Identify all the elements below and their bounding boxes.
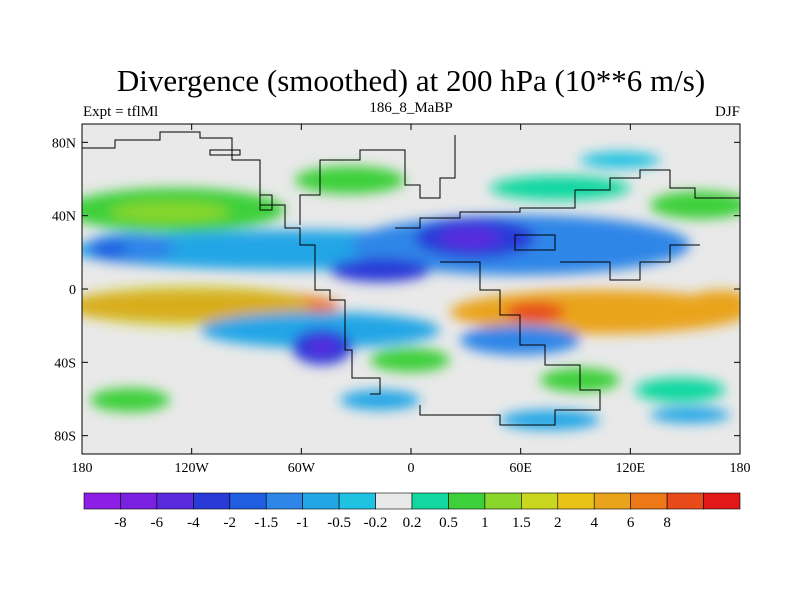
colorbar-label: 8	[663, 515, 671, 531]
colorbar-label: 4	[590, 515, 598, 531]
colorbar-label: -0.5	[327, 515, 351, 531]
colorbar-label: 2	[554, 515, 562, 531]
colorbar-swatch	[265, 492, 303, 510]
colorbar-swatch	[411, 492, 449, 510]
colorbar-label: -0.2	[364, 515, 388, 531]
y-tick-label: 40N	[52, 210, 76, 225]
colorbar-label: -8	[114, 515, 127, 531]
sh-neg-south	[340, 390, 420, 410]
colorbar-swatch	[448, 492, 486, 510]
colorbar-swatch	[666, 492, 704, 510]
colorbar-swatch	[156, 492, 194, 510]
colorbar-label: 1	[481, 515, 489, 531]
colorbar-swatch	[375, 492, 413, 510]
x-tick-label: 120E	[616, 461, 646, 476]
y-tick-label: 80S	[54, 430, 76, 445]
colorbar-swatch	[630, 492, 668, 510]
y-tick-label: 80N	[52, 136, 76, 151]
sh-pos-atlantic	[370, 348, 450, 372]
nh-pos-band-atlantic	[295, 166, 405, 194]
colorbar-swatch	[703, 492, 741, 510]
sh-pos-pacific	[90, 388, 170, 412]
colorbar-label: 0.2	[403, 515, 422, 531]
colorbar-label: -1	[296, 515, 309, 531]
subtitle-left: Expt = tflMl	[83, 104, 158, 120]
map-ticks: 180 120W 60W 0 60E 120E 180 80N 40N 0 40S 80S	[52, 124, 751, 476]
nh-pos-band-asia	[490, 176, 630, 200]
colorbar-label: -1.5	[254, 515, 278, 531]
colorbar-label: -6	[151, 515, 164, 531]
colorbar-label: 1.5	[512, 515, 531, 531]
y-tick-label: 0	[69, 283, 76, 298]
x-tick-label: 120W	[175, 461, 210, 476]
colorbar-label: -4	[187, 515, 200, 531]
colorbar-swatch	[484, 492, 522, 510]
south-america-neg-core	[308, 339, 336, 355]
sh-neg-south-east	[500, 410, 600, 430]
y-tick-label: 40S	[54, 356, 76, 371]
subtitle-right: DJF	[715, 104, 740, 120]
eq-pos-band-east-core	[505, 302, 565, 322]
x-tick-label: 180	[730, 461, 751, 476]
x-tick-label: 60W	[288, 461, 316, 476]
pacific-neg-west	[92, 242, 128, 258]
colorbar-swatch	[83, 492, 121, 510]
colorbar-label: 0.5	[439, 515, 458, 531]
colorbar-swatch	[521, 492, 559, 510]
map-area: 180 120W 60W 0 60E 120E 180 80N 40N 0 40S 80S	[52, 123, 751, 476]
colorbar: -8 -6 -4 -2 -1.5 -1 -0.5 -0.2 0.2 0.5 1 1.5 2 4 6 8	[83, 492, 741, 531]
eq-pos-band-east	[450, 290, 740, 334]
atlantic-neg	[330, 258, 430, 282]
arctic-neg-patch	[580, 152, 660, 168]
sh-pos-far-east	[635, 378, 725, 402]
colorbar-label: -2	[224, 515, 237, 531]
colorbar-swatch	[557, 492, 595, 510]
colorbar-swatch	[120, 492, 158, 510]
eq-pos-edge	[690, 290, 740, 310]
colorbar-swatch	[302, 492, 340, 510]
x-tick-label: 0	[408, 461, 415, 476]
contour-fields	[82, 152, 740, 430]
subtitle-center: 186_8_MaBP	[369, 100, 452, 116]
colorbar-swatch	[593, 492, 631, 510]
chart-title: Divergence (smoothed) at 200 hPa (10**6 …	[117, 63, 705, 98]
x-tick-label: 180	[72, 461, 93, 476]
colorbar-label: 6	[627, 515, 635, 531]
eurasia-neg-max	[440, 228, 500, 248]
colorbar-swatch	[338, 492, 376, 510]
sh-neg-far-east	[650, 407, 730, 423]
coastlines	[82, 131, 740, 426]
colorbar-swatch	[229, 492, 267, 510]
nh-pos-band-east	[650, 191, 740, 219]
x-tick-label: 60E	[509, 461, 532, 476]
colorbar-swatch	[193, 492, 231, 510]
nh-pos-band-pacific-core	[110, 202, 230, 222]
